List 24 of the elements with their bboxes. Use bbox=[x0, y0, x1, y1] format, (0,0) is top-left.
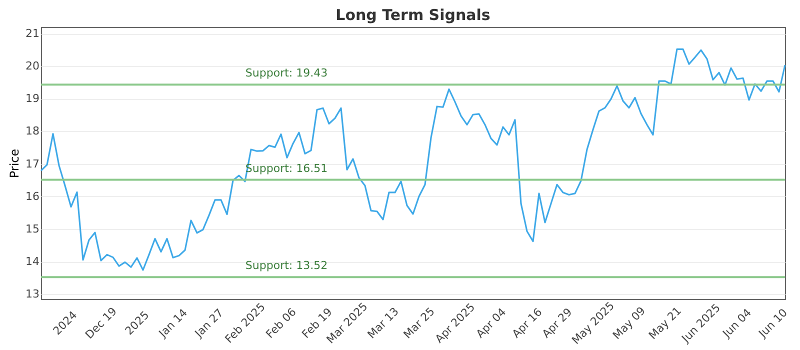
x-tick-label: Jan 27 bbox=[192, 306, 226, 341]
x-tick-label: Mar 13 bbox=[365, 305, 402, 342]
y-tick-label: 21 bbox=[26, 27, 40, 40]
y-tick-label: 18 bbox=[26, 124, 40, 138]
y-tick-label: 20 bbox=[26, 60, 40, 73]
ref-line-label: Support: 19.43 bbox=[245, 66, 328, 80]
chart-title: Long Term Signals bbox=[336, 6, 490, 24]
x-tick-label: Jan 14 bbox=[156, 306, 190, 341]
y-axis-title: Price bbox=[8, 148, 22, 178]
y-tick-label: 14 bbox=[26, 255, 40, 268]
x-tick-label: Jun 04 bbox=[720, 306, 754, 341]
x-tick-label: Apr 04 bbox=[474, 306, 509, 341]
y-tick-label: 15 bbox=[26, 222, 40, 236]
y-tick-label: 16 bbox=[26, 190, 40, 203]
y-tick-label: 17 bbox=[26, 157, 40, 170]
x-tick-label: Jun 10 bbox=[756, 306, 790, 341]
x-tick-label: Apr 16 bbox=[510, 306, 545, 341]
line-series bbox=[40, 48, 786, 271]
x-tick-label: Feb 06 bbox=[263, 305, 299, 341]
y-tick-label: 13 bbox=[26, 288, 40, 301]
y-tick-label: 19 bbox=[26, 92, 40, 106]
x-tick-label: Dec 19 bbox=[82, 304, 120, 342]
ref-line-label: Support: 13.52 bbox=[245, 259, 328, 272]
x-tick-label: Mar 25 bbox=[401, 305, 438, 342]
